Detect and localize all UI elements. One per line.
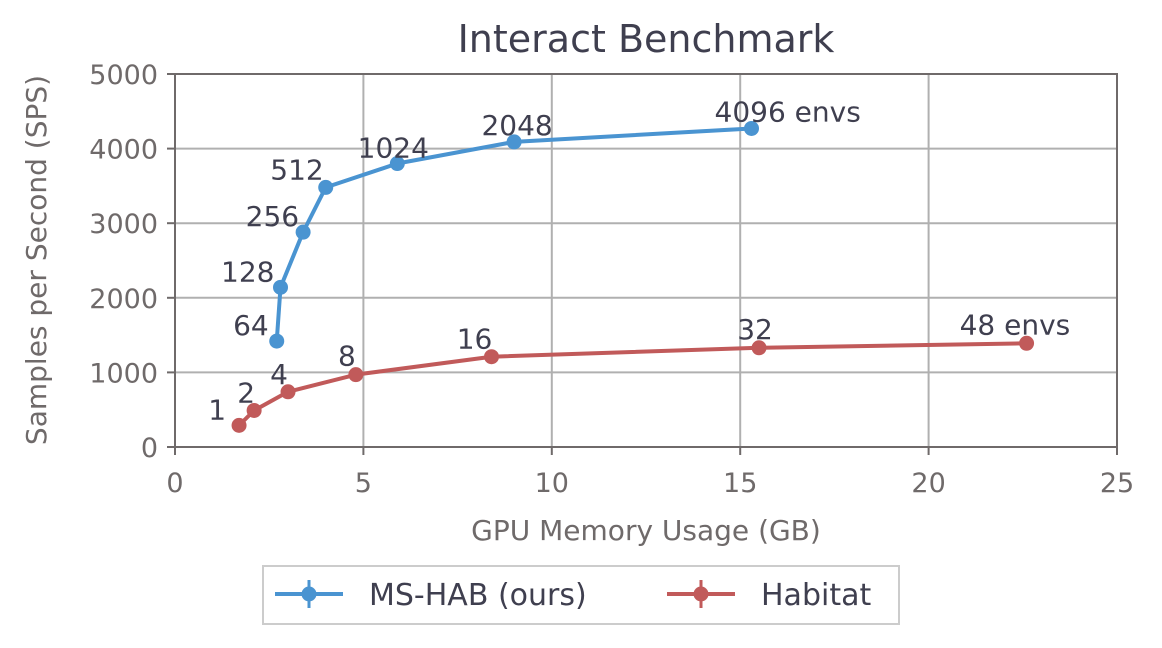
data-point [1019, 335, 1035, 351]
data-point-label: 8 [338, 340, 356, 373]
data-point [273, 279, 289, 295]
y-axis-label: Samples per Second (SPS) [20, 75, 53, 445]
x-tick-label: 25 [1100, 468, 1134, 499]
x-tick-label: 20 [911, 468, 945, 499]
data-point-label: 128 [221, 255, 274, 288]
legend-items: MS-HAB (ours) Habitat [275, 578, 871, 613]
y-tick-label: 2000 [89, 284, 158, 315]
data-point [751, 340, 767, 356]
chart-title: Interact Benchmark [458, 17, 835, 61]
y-tick-label: 1000 [89, 358, 158, 389]
series-layer: 64 128 256 512 1024 2048 4096 envs 124 8 16 32 48 e… [208, 95, 1070, 433]
data-point-label: 4096 envs [715, 95, 861, 128]
y-axis-ticks: 0 1000 2000 3000 4000 5000 [89, 60, 175, 464]
y-tick-label: 4000 [89, 135, 158, 166]
data-point [389, 156, 405, 172]
legend-box [262, 565, 900, 625]
data-point-label: 48 envs [960, 308, 1071, 341]
data-point [506, 134, 522, 150]
series-line [274, 126, 752, 342]
data-point-label: 16 [457, 323, 493, 356]
y-tick-label: 3000 [89, 209, 158, 240]
x-tick-label: 0 [166, 468, 183, 499]
data-point [744, 120, 760, 136]
data-point-label: 1 [208, 393, 226, 426]
x-axis-label: GPU Memory Usage (GB) [471, 514, 821, 547]
data-point-label: 256 [246, 200, 299, 233]
legend-marker [301, 586, 317, 602]
data-point-label: 2 [237, 376, 255, 409]
data-point [231, 417, 247, 433]
x-tick-label: 10 [535, 468, 569, 499]
plot-frame [174, 73, 1118, 448]
legend-label: Habitat [761, 578, 871, 613]
y-tick-label: 0 [141, 433, 158, 464]
y-tick-label: 5000 [89, 60, 158, 91]
data-point [348, 367, 364, 383]
data-point [269, 333, 285, 349]
data-point [484, 349, 500, 365]
series-habitat: 124 8 16 32 48 envs [208, 308, 1070, 433]
data-point-label: 512 [270, 153, 323, 186]
data-point-label: 2048 [481, 109, 552, 142]
x-tick-label: 5 [355, 468, 372, 499]
x-axis-ticks: 0 5 10 15 20 25 [166, 447, 1134, 499]
series-line [237, 341, 1027, 427]
data-point [295, 224, 311, 240]
data-point-label: 4 [270, 358, 288, 391]
data-point-label: 64 [233, 309, 269, 342]
data-point [318, 179, 334, 195]
data-point-label: 32 [737, 313, 773, 346]
grid [174, 73, 1118, 448]
data-point-label: 1024 [358, 132, 429, 165]
legend: MS-HAB (ours) Habitat [262, 565, 900, 625]
data-point [280, 384, 296, 400]
legend-marker [693, 586, 709, 602]
data-point [246, 402, 262, 418]
series-ms-hab: 64 128 256 512 1024 2048 4096 envs [221, 95, 861, 349]
x-tick-label: 15 [723, 468, 757, 499]
legend-label: MS-HAB (ours) [369, 578, 587, 613]
